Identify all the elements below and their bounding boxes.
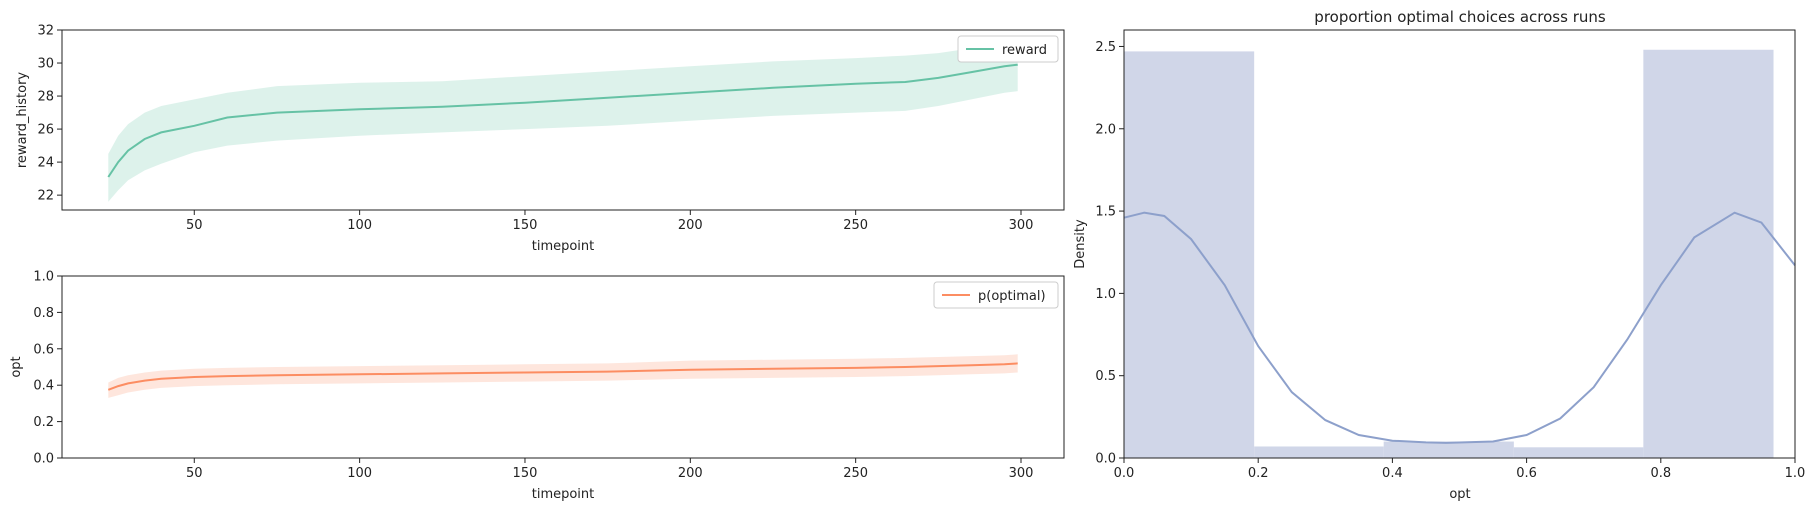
reward-plot-xlabel: timepoint bbox=[532, 239, 595, 254]
x-tick-label: 50 bbox=[186, 218, 203, 233]
x-tick-label: 0.8 bbox=[1650, 466, 1671, 481]
y-tick-label: 28 bbox=[37, 90, 54, 105]
x-tick-label: 250 bbox=[843, 218, 868, 233]
y-tick-label: 0.0 bbox=[33, 452, 54, 467]
kde-line bbox=[1123, 211, 1796, 444]
series-line bbox=[107, 63, 1018, 178]
histogram-plot: proportion optimal choices across runs o… bbox=[1073, 8, 1805, 502]
reward-plot: timepoint reward_history 50 100 150 200 250 3… bbox=[15, 24, 1065, 254]
x-tick-label: 300 bbox=[1009, 218, 1034, 233]
legend-label-reward: reward bbox=[1002, 43, 1047, 58]
x-tick-label: 0.6 bbox=[1516, 466, 1537, 481]
y-tick-label: 0.5 bbox=[1095, 369, 1116, 384]
y-tick-label: 2.5 bbox=[1095, 40, 1116, 55]
y-tick-label: 0.2 bbox=[33, 415, 54, 430]
y-tick-label: 0.4 bbox=[33, 379, 54, 394]
confidence-band bbox=[108, 354, 1018, 398]
y-tick-label: 30 bbox=[37, 57, 54, 72]
x-tick-label: 0.0 bbox=[1114, 466, 1135, 481]
opt-plot-legend: p(optimal) bbox=[933, 281, 1059, 309]
legend-box bbox=[933, 281, 1059, 309]
x-tick-label: 250 bbox=[843, 466, 868, 481]
reward-plot-xticks: 50 100 150 200 250 300 bbox=[186, 210, 1033, 233]
histogram-xlabel: opt bbox=[1449, 487, 1470, 502]
y-tick-label: 26 bbox=[37, 123, 54, 138]
y-tick-label: 1.5 bbox=[1095, 205, 1116, 220]
x-tick-label: 150 bbox=[513, 218, 538, 233]
reward-plot-frame bbox=[61, 29, 1065, 211]
histogram-xticks: 0.0 0.2 0.4 0.6 0.8 1.0 bbox=[1114, 458, 1806, 481]
x-tick-label: 100 bbox=[347, 466, 372, 481]
x-tick-label: 150 bbox=[513, 466, 538, 481]
reward-plot-yticks: 22 24 26 28 30 32 bbox=[37, 24, 62, 204]
y-tick-label: 0.6 bbox=[33, 342, 54, 357]
y-tick-label: 1.0 bbox=[33, 270, 54, 285]
y-tick-label: 1.0 bbox=[1095, 287, 1116, 302]
x-tick-label: 200 bbox=[678, 218, 703, 233]
y-tick-label: 22 bbox=[37, 189, 54, 204]
opt-plot: timepoint opt 50 100 150 200 250 300 0.00.20.… bbox=[9, 270, 1065, 502]
opt-plot-marks bbox=[107, 354, 1018, 398]
histogram-bar bbox=[1513, 447, 1644, 458]
histogram-bar bbox=[1643, 49, 1774, 458]
opt-plot-xticks: 50 100 150 200 250 300 bbox=[186, 458, 1033, 481]
opt-plot-ylabel: opt bbox=[9, 356, 24, 377]
y-tick-label: 0.0 bbox=[1095, 452, 1116, 467]
y-tick-label: 32 bbox=[37, 24, 54, 39]
histogram-yticks: 0.0 0.5 1.0 1.5 2.0 2.5 bbox=[1095, 40, 1124, 467]
confidence-band bbox=[108, 43, 1018, 202]
histogram-marks bbox=[1123, 49, 1796, 459]
x-tick-label: 0.2 bbox=[1248, 466, 1269, 481]
y-tick-label: 2.0 bbox=[1095, 122, 1116, 137]
opt-plot-xlabel: timepoint bbox=[532, 487, 595, 502]
series-line bbox=[107, 362, 1018, 391]
x-tick-label: 0.4 bbox=[1382, 466, 1403, 481]
legend-label-poptimal: p(optimal) bbox=[978, 289, 1046, 304]
opt-plot-yticks: 0.0 0.2 0.4 0.6 0.8 1.0 bbox=[33, 270, 62, 467]
y-tick-label: 0.8 bbox=[33, 306, 54, 321]
histogram-bar bbox=[1383, 441, 1514, 458]
reward-plot-legend: reward bbox=[957, 35, 1059, 63]
x-tick-label: 300 bbox=[1009, 466, 1034, 481]
y-tick-label: 24 bbox=[37, 156, 54, 171]
reward-plot-ylabel: reward_history bbox=[15, 72, 30, 169]
x-tick-label: 100 bbox=[347, 218, 372, 233]
x-tick-label: 200 bbox=[678, 466, 703, 481]
histogram-bar bbox=[1124, 51, 1255, 459]
histogram-bar bbox=[1254, 446, 1384, 458]
reward-plot-marks bbox=[107, 43, 1018, 202]
histogram-frame bbox=[1123, 29, 1796, 459]
x-tick-label: 1.0 bbox=[1785, 466, 1806, 481]
histogram-ylabel: Density bbox=[1073, 219, 1088, 269]
histogram-title: proportion optimal choices across runs bbox=[1314, 8, 1606, 26]
legend-box bbox=[957, 35, 1059, 63]
x-tick-label: 50 bbox=[186, 466, 203, 481]
